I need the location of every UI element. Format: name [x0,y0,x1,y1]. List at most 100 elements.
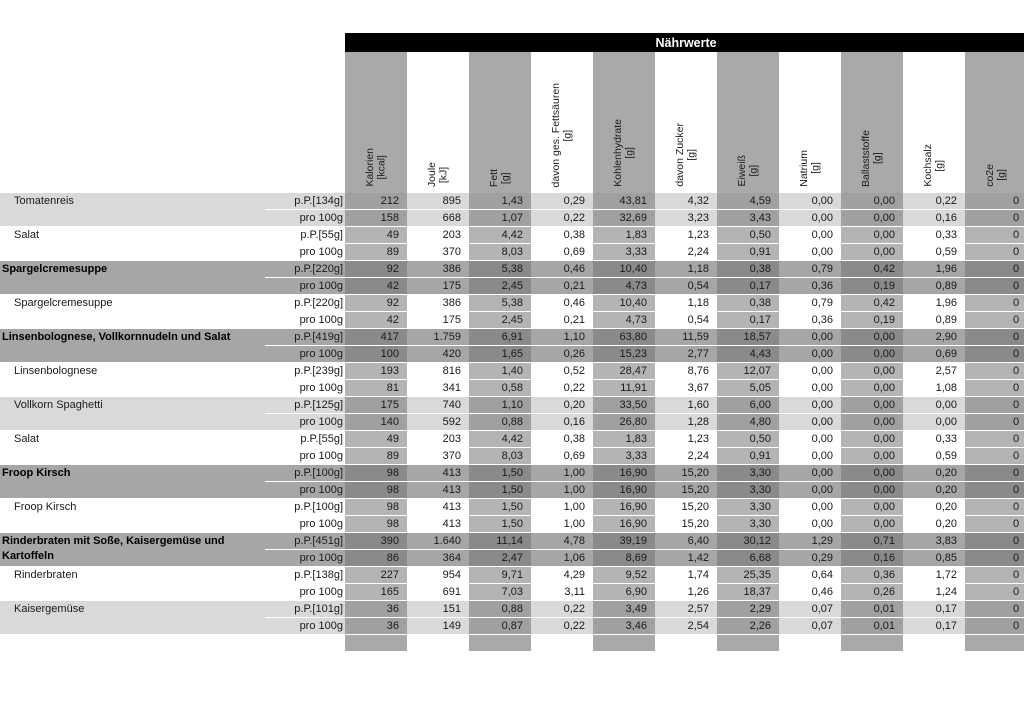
portion-label: p.P.[239g] [265,362,345,380]
value-cell: 18,57 [717,328,779,346]
value-cell: 36 [345,600,407,618]
column-header-label: co2e [g] [983,164,1008,187]
value-cell: 8,69 [593,549,655,567]
value-cell: 0 [965,345,1024,363]
value-cell: 0,69 [531,447,593,465]
value-cell: 0,00 [841,447,903,465]
value-cell: 0 [965,498,1024,516]
column-header-7: Eiweiß [g] [717,52,779,193]
value-cell: 89 [345,447,407,465]
value-cell: 0,85 [903,549,965,567]
value-cell: 0,00 [779,515,841,533]
value-cell: 0,20 [903,498,965,516]
value-cell: 1,83 [593,430,655,448]
value-cell: 175 [407,311,469,329]
value-cell: 0,00 [779,226,841,244]
value-cell: 0,17 [717,311,779,329]
value-cell: 0,00 [779,481,841,499]
column-header-label: Ballaststoffe [g] [859,129,884,187]
value-cell: 175 [407,277,469,295]
value-cell: 0 [965,260,1024,278]
value-cell: 98 [345,498,407,516]
value-cell: 0 [965,430,1024,448]
value-cell: 0,79 [779,260,841,278]
value-cell: 0,22 [531,379,593,397]
value-cell: 1,43 [469,193,531,210]
value-cell: 0,88 [469,413,531,431]
value-cell: 0,69 [903,345,965,363]
value-cell: 0,22 [903,193,965,210]
item-row: Froop Kirsch p.P.[100g] 98 413 1,50 1,00 16,90… [0,498,1024,533]
item-name: Froop Kirsch [0,498,265,533]
trailing-cell [779,634,841,651]
value-cell: 740 [407,396,469,414]
value-cell: 0 [965,617,1024,635]
value-cell: 0,64 [779,566,841,584]
portion-label: p.P.[220g] [265,260,345,278]
value-cell: 691 [407,583,469,601]
value-cell: 0,00 [841,362,903,380]
column-header-10: Kochsalz [g] [903,52,965,193]
item-name: Vollkorn Spaghetti [0,396,265,431]
value-cell: 0,89 [903,277,965,295]
column-header-8: Natrium [g] [779,52,841,193]
trailing-cell [345,634,407,651]
value-cell: 12,07 [717,362,779,380]
value-cell: 0,46 [779,583,841,601]
value-cell: 2,90 [903,328,965,346]
value-cell: 0,46 [531,260,593,278]
value-cell: 1,65 [469,345,531,363]
value-cell: 0,36 [779,277,841,295]
value-cell: 0 [965,226,1024,244]
value-cell: 0,00 [841,413,903,431]
value-cell: 16,90 [593,464,655,482]
item-name: Linsenbolognese, Vollkornnudeln und Sala… [0,328,265,363]
value-cell: 3,30 [717,515,779,533]
value-cell: 386 [407,260,469,278]
value-cell: 0,38 [531,226,593,244]
item-name: Spargelcremesuppe [0,294,265,329]
value-cell: 227 [345,566,407,584]
value-cell: 1,26 [655,583,717,601]
value-cell: 417 [345,328,407,346]
value-cell: 49 [345,430,407,448]
column-header-label: Fett [g] [487,168,512,187]
value-cell: 6,68 [717,549,779,567]
value-cell: 0,00 [841,345,903,363]
value-cell: 0,59 [903,243,965,261]
item-name: Salat [0,226,265,261]
portion-label: pro 100g [265,549,345,567]
value-cell: 89 [345,243,407,261]
item-row: Rinderbraten p.P.[138g] 227 954 9,71 4,29 9,52… [0,566,1024,601]
value-cell: 0,91 [717,447,779,465]
portion-label: pro 100g [265,413,345,431]
value-cell: 0 [965,311,1024,329]
value-cell: 0,29 [779,549,841,567]
value-cell: 0,33 [903,226,965,244]
item-row: Salat p.P.[55g] 49 203 4,42 0,38 1,83 1,23 0,50 0… [0,430,1024,465]
trailing-cell [531,634,593,651]
value-cell: 4,42 [469,226,531,244]
value-cell: 0,00 [841,396,903,414]
value-cell: 39,19 [593,532,655,550]
value-cell: 1,24 [903,583,965,601]
value-cell: 0,21 [531,311,593,329]
value-cell: 0,00 [779,243,841,261]
value-cell: 0,16 [903,209,965,227]
value-cell: 42 [345,311,407,329]
value-cell: 0,07 [779,617,841,635]
value-cell: 2,24 [655,447,717,465]
value-cell: 15,20 [655,481,717,499]
portion-label: pro 100g [265,345,345,363]
value-cell: 1,60 [655,396,717,414]
value-cell: 1,10 [469,396,531,414]
value-cell: 15,20 [655,515,717,533]
value-cell: 7,03 [469,583,531,601]
value-cell: 413 [407,481,469,499]
value-cell: 0 [965,193,1024,210]
value-cell: 158 [345,209,407,227]
value-cell: 18,37 [717,583,779,601]
value-cell: 0,46 [531,294,593,312]
value-cell: 30,12 [717,532,779,550]
value-cell: 15,20 [655,464,717,482]
